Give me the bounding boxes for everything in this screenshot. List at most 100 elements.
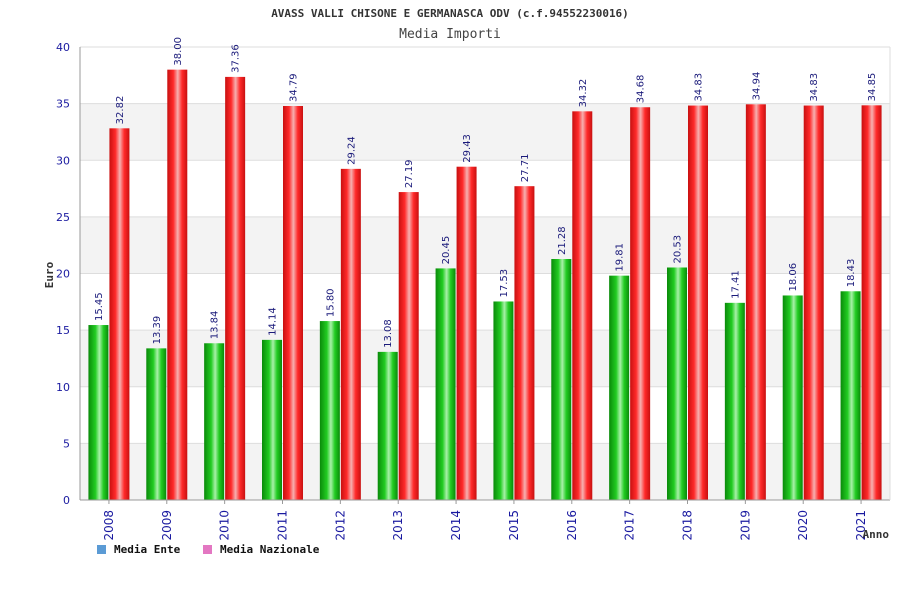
bar-media-nazionale-2019 xyxy=(745,104,766,500)
value-label-media-nazionale-2009: 38.00 xyxy=(173,37,184,66)
bar-media-ente-2018 xyxy=(667,267,687,500)
value-label-media-ente-2013: 13.08 xyxy=(383,319,394,348)
bar-media-ente-2009 xyxy=(146,348,167,500)
bar-media-nazionale-2018 xyxy=(688,105,708,501)
value-label-media-nazionale-2021: 34.85 xyxy=(867,73,878,102)
bars xyxy=(88,69,882,501)
plot-band xyxy=(80,273,890,331)
bar-media-nazionale-2013 xyxy=(398,192,419,501)
bar-media-ente-2011 xyxy=(262,339,282,500)
value-label-media-ente-2012: 15.80 xyxy=(325,288,336,317)
x-tick-label-2019: 2019 xyxy=(738,510,752,541)
x-tick-label-2012: 2012 xyxy=(333,510,347,541)
x-tick-label-2021: 2021 xyxy=(854,510,868,541)
value-label-media-nazionale-2017: 34.68 xyxy=(636,75,647,104)
bar-media-nazionale-2008 xyxy=(109,128,130,500)
value-label-media-ente-2015: 17.53 xyxy=(499,269,510,298)
value-label-media-nazionale-2013: 27.19 xyxy=(404,159,415,188)
bar-media-ente-2008 xyxy=(88,325,109,500)
plot-band xyxy=(80,216,890,274)
value-label-media-ente-2018: 20.53 xyxy=(673,235,684,264)
value-label-media-nazionale-2008: 32.82 xyxy=(115,96,126,125)
y-tick-label: 30 xyxy=(56,154,70,167)
bar-media-nazionale-2017 xyxy=(630,107,651,501)
value-label-media-ente-2014: 20.45 xyxy=(441,236,452,265)
plot-band xyxy=(80,160,890,217)
x-tick-label-2009: 2009 xyxy=(160,510,174,541)
y-axis-ticks: 0 5 10 15 20 25 30 35 40 xyxy=(56,41,70,507)
bar-media-nazionale-2021 xyxy=(861,105,882,500)
x-tick-label-2014: 2014 xyxy=(449,510,463,541)
bar-media-nazionale-2014 xyxy=(456,166,477,500)
y-tick-label: 0 xyxy=(63,494,70,507)
y-tick-label: 25 xyxy=(56,211,70,224)
x-tick-label-2017: 2017 xyxy=(623,510,637,541)
bar-media-nazionale-2020 xyxy=(803,105,824,501)
x-tick-label-2010: 2010 xyxy=(218,510,232,541)
chart-subtitle: Media Importi xyxy=(399,27,501,42)
bar-media-nazionale-2012 xyxy=(340,168,361,500)
legend: Media Ente Media Nazionale xyxy=(97,543,320,556)
value-label-media-ente-2021: 18.43 xyxy=(846,259,857,288)
bar-media-nazionale-2016 xyxy=(572,111,593,501)
bar-media-nazionale-2015 xyxy=(514,186,535,500)
y-tick-label: 20 xyxy=(56,268,70,281)
value-labels: 15.45 32.82 13.39 38.00 13.84 37.36 14.14 34.79… xyxy=(94,37,878,348)
x-tick-label-2016: 2016 xyxy=(565,510,579,541)
value-label-media-ente-2008: 15.45 xyxy=(94,292,105,321)
bar-media-ente-2021 xyxy=(840,291,861,500)
y-tick-label: 5 xyxy=(63,437,70,450)
value-label-media-nazionale-2014: 29.43 xyxy=(462,134,473,163)
value-label-media-ente-2009: 13.39 xyxy=(152,316,163,345)
bar-media-ente-2013 xyxy=(377,351,398,500)
x-tick-label-2018: 2018 xyxy=(681,510,695,541)
plot-band xyxy=(80,386,890,444)
value-label-media-nazionale-2012: 29.24 xyxy=(346,136,357,165)
x-tick-label-2015: 2015 xyxy=(507,510,521,541)
bar-media-ente-2020 xyxy=(782,295,803,500)
bar-media-ente-2012 xyxy=(319,321,340,500)
value-label-media-ente-2017: 19.81 xyxy=(615,243,626,272)
x-axis-label: Anno xyxy=(863,528,890,541)
y-tick-label: 35 xyxy=(56,98,70,111)
legend-swatch-media-ente xyxy=(97,545,106,554)
x-axis-ticks: 2008 2009 2010 2011 2012 2013 2014 2015 2016 2017… xyxy=(102,500,868,541)
value-label-media-ente-2010: 13.84 xyxy=(210,311,221,340)
bar-media-ente-2010 xyxy=(204,343,225,500)
value-label-media-nazionale-2020: 34.83 xyxy=(809,73,820,102)
value-label-media-nazionale-2019: 34.94 xyxy=(751,72,762,101)
value-label-media-ente-2020: 18.06 xyxy=(788,263,799,292)
value-label-media-nazionale-2015: 27.71 xyxy=(520,154,531,183)
chart-title: AVASS VALLI CHISONE E GERMANASCA ODV (c.… xyxy=(271,7,629,20)
value-label-media-ente-2019: 17.41 xyxy=(730,270,741,299)
y-tick-label: 10 xyxy=(56,381,70,394)
bar-media-ente-2014 xyxy=(435,268,456,500)
legend-label-media-nazionale: Media Nazionale xyxy=(220,543,320,556)
x-tick-label-2013: 2013 xyxy=(391,510,405,541)
bar-media-ente-2019 xyxy=(724,302,745,500)
y-tick-label: 15 xyxy=(56,324,70,337)
legend-label-media-ente: Media Ente xyxy=(114,543,181,556)
bar-media-ente-2016 xyxy=(551,259,572,500)
bar-media-ente-2015 xyxy=(493,301,514,500)
plot-band xyxy=(80,47,890,104)
legend-swatch-media-nazionale xyxy=(203,545,212,554)
value-label-media-nazionale-2018: 34.83 xyxy=(694,73,705,102)
y-tick-label: 40 xyxy=(56,41,70,54)
axes xyxy=(79,47,891,501)
x-tick-label-2011: 2011 xyxy=(276,510,290,541)
bar-media-nazionale-2011 xyxy=(283,106,303,501)
plot-band xyxy=(80,103,890,161)
bar-media-ente-2017 xyxy=(609,275,630,500)
plot-band xyxy=(80,330,890,387)
y-axis-label: Euro xyxy=(43,261,56,288)
value-label-media-nazionale-2016: 34.32 xyxy=(578,79,589,108)
x-tick-label-2008: 2008 xyxy=(102,510,116,541)
value-label-media-ente-2011: 14.14 xyxy=(268,307,279,336)
x-tick-label-2020: 2020 xyxy=(796,510,810,541)
value-label-media-nazionale-2011: 34.79 xyxy=(289,73,300,102)
plot-band xyxy=(80,443,890,500)
value-label-media-nazionale-2010: 37.36 xyxy=(231,44,242,73)
